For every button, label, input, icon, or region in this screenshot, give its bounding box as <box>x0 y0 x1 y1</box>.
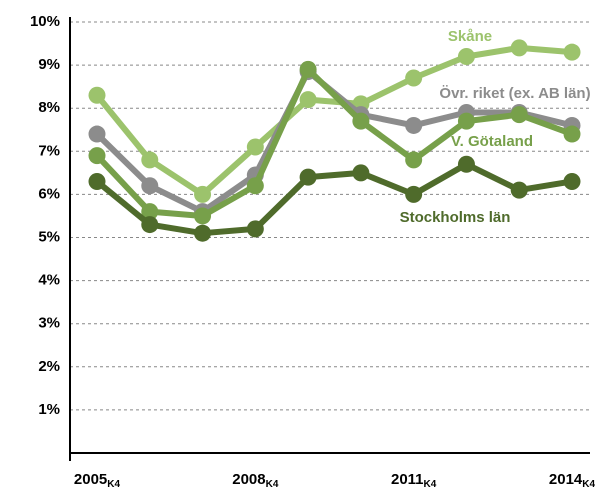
data-point <box>405 151 423 169</box>
data-point <box>88 172 106 190</box>
x-tick-label: 2008K4 <box>232 471 279 490</box>
y-tick-label: 1% <box>38 401 60 418</box>
series-label: V. Götaland <box>451 133 533 150</box>
y-tick-label: 5% <box>38 228 60 245</box>
category-subscript: K4 <box>266 479 279 490</box>
data-point <box>405 116 423 134</box>
data-point <box>88 86 106 104</box>
series-label: Skåne <box>448 28 492 45</box>
x-tick-label: 2011K4 <box>391 471 437 490</box>
data-point <box>141 177 159 195</box>
y-tick-label: 4% <box>38 272 60 289</box>
y-tick-label: 8% <box>38 99 60 116</box>
data-point <box>88 125 106 143</box>
data-point <box>141 216 159 234</box>
category-year: 2011 <box>391 471 424 488</box>
series-line <box>94 66 574 219</box>
y-tick-label: 7% <box>38 142 60 159</box>
data-point <box>510 39 528 57</box>
data-point <box>352 164 370 182</box>
series-label: Stockholms län <box>400 209 511 226</box>
data-point <box>510 181 528 199</box>
data-point <box>563 43 581 61</box>
data-point <box>405 185 423 203</box>
data-point <box>194 224 212 242</box>
data-point <box>352 112 370 130</box>
data-point <box>563 172 581 190</box>
y-tick-label: 3% <box>38 315 60 332</box>
x-tick-label: 2014K4 <box>549 471 596 490</box>
data-point <box>194 185 212 203</box>
data-point <box>246 138 264 156</box>
category-subscript: K4 <box>582 479 595 490</box>
y-tick-label: 9% <box>38 56 60 73</box>
data-point <box>299 60 317 78</box>
data-point <box>194 207 212 225</box>
y-tick-label: 2% <box>38 358 60 375</box>
series-line <box>95 161 573 237</box>
data-point <box>457 112 475 130</box>
data-point <box>405 69 423 87</box>
series-line <box>94 44 573 198</box>
data-point <box>563 125 581 143</box>
category-year: 2014 <box>549 471 583 488</box>
category-subscript: K4 <box>107 479 120 490</box>
data-point <box>141 151 159 169</box>
data-point <box>246 177 264 195</box>
y-tick-label: 6% <box>38 185 60 202</box>
data-point <box>457 47 475 65</box>
data-point <box>510 106 528 124</box>
data-point <box>457 155 475 173</box>
x-tick-label: 2005K4 <box>74 471 121 490</box>
category-subscript: K4 <box>424 479 437 490</box>
category-year: 2008 <box>232 471 265 488</box>
data-point <box>246 220 264 238</box>
data-point <box>88 147 106 165</box>
category-year: 2005 <box>74 471 107 488</box>
y-tick-label: 10% <box>30 13 60 30</box>
data-point <box>299 91 317 109</box>
data-point <box>141 203 159 221</box>
series-label: Övr. riket (ex. AB län) <box>439 85 590 102</box>
data-point <box>299 168 317 186</box>
